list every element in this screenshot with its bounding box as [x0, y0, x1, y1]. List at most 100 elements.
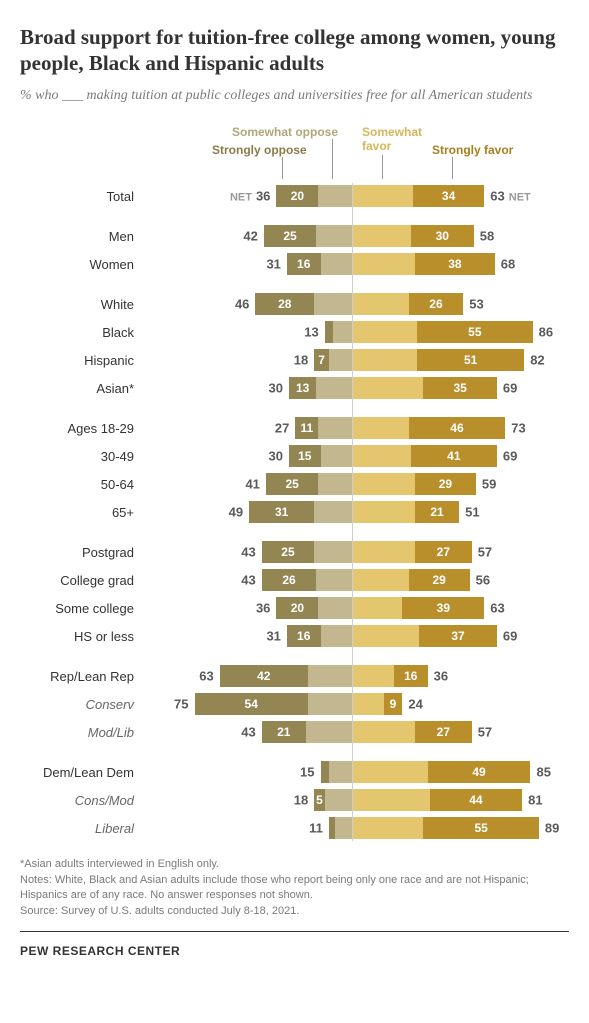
- net-oppose: 42: [243, 229, 257, 244]
- net-favor: 59: [482, 477, 496, 492]
- seg-somewhat-oppose: [318, 185, 352, 207]
- row-label: Postgrad: [20, 545, 142, 560]
- net-oppose: 43: [241, 725, 255, 740]
- seg-strongly-favor: 34: [413, 185, 484, 207]
- row-label: HS or less: [20, 629, 142, 644]
- chart-group: Dem/Lean Dem491585Cons/Mod5441881Liberal…: [20, 759, 569, 841]
- seg-strongly-oppose: [329, 817, 335, 839]
- row-label: 30-49: [20, 449, 142, 464]
- net-oppose: 31: [266, 257, 280, 272]
- seg-strongly-favor: 49: [428, 761, 531, 783]
- seg-somewhat-oppose: [308, 665, 352, 687]
- seg-somewhat-oppose: [325, 789, 352, 811]
- chart-subtitle: % who ___ making tuition at public colle…: [20, 87, 569, 106]
- legend-strongly-favor: Strongly favor: [432, 143, 513, 157]
- net-oppose: 41: [245, 477, 259, 492]
- chart-row: Rep/Lean Rep42166336: [20, 663, 569, 689]
- value-strongly-oppose: 11: [301, 421, 314, 435]
- net-favor: 82: [530, 353, 544, 368]
- net-favor: 57: [478, 725, 492, 740]
- seg-somewhat-oppose: [306, 721, 352, 743]
- seg-somewhat-favor: [352, 789, 430, 811]
- diverging-bar-chart: Total2034NET3663NETMen25304258Women16383…: [20, 183, 569, 841]
- net-favor: 36: [434, 669, 448, 684]
- row-label: Asian*: [20, 381, 142, 396]
- seg-strongly-oppose: 11: [295, 417, 318, 439]
- seg-somewhat-favor: [352, 349, 417, 371]
- chart-title: Broad support for tuition-free college a…: [20, 24, 569, 77]
- seg-strongly-oppose: 20: [276, 185, 318, 207]
- chart-row: Conserv5497524: [20, 691, 569, 717]
- seg-strongly-favor: 9: [384, 693, 403, 715]
- seg-strongly-favor: 46: [409, 417, 506, 439]
- chart-group: Total2034NET3663NET: [20, 183, 569, 209]
- value-strongly-favor: 55: [468, 325, 481, 339]
- seg-strongly-favor: 16: [394, 665, 428, 687]
- value-strongly-favor: 27: [437, 725, 450, 739]
- seg-somewhat-favor: [352, 541, 415, 563]
- seg-somewhat-oppose: [316, 377, 352, 399]
- net-oppose: 18: [294, 353, 308, 368]
- value-strongly-favor: 55: [474, 821, 487, 835]
- footer-brand: PEW RESEARCH CENTER: [20, 944, 569, 958]
- chart-row: Asian*13353069: [20, 375, 569, 401]
- seg-somewhat-favor: [352, 321, 417, 343]
- net-oppose: 75: [174, 697, 188, 712]
- net-oppose: 30: [269, 449, 283, 464]
- seg-strongly-oppose: 25: [266, 473, 319, 495]
- seg-strongly-favor: 39: [402, 597, 484, 619]
- seg-somewhat-oppose: [333, 321, 352, 343]
- value-strongly-favor: 27: [437, 545, 450, 559]
- row-label: Men: [20, 229, 142, 244]
- seg-somewhat-oppose: [318, 417, 352, 439]
- row-label: Mod/Lib: [20, 725, 142, 740]
- seg-strongly-favor: 21: [415, 501, 459, 523]
- value-strongly-favor: 44: [469, 793, 482, 807]
- chart-row: 50-6425294159: [20, 471, 569, 497]
- value-strongly-favor: 37: [451, 629, 464, 643]
- chart-row: College grad26294356: [20, 567, 569, 593]
- chart-row: 65+31214951: [20, 499, 569, 525]
- row-label: 50-64: [20, 477, 142, 492]
- legend: Somewhat opposeStrongly opposeSomewhatfa…: [20, 125, 569, 179]
- chart-group: Rep/Lean Rep42166336Conserv5497524Mod/Li…: [20, 663, 569, 745]
- seg-somewhat-oppose: [321, 445, 353, 467]
- chart-group: Men25304258Women16383168: [20, 223, 569, 277]
- seg-strongly-oppose: 54: [195, 693, 308, 715]
- value-strongly-oppose: 26: [282, 573, 295, 587]
- row-label: White: [20, 297, 142, 312]
- seg-somewhat-favor: [352, 569, 409, 591]
- seg-somewhat-oppose: [335, 817, 352, 839]
- seg-somewhat-oppose: [314, 501, 352, 523]
- chart-row: Black551386: [20, 319, 569, 345]
- seg-strongly-favor: 51: [417, 349, 524, 371]
- net-oppose: NET36: [226, 189, 270, 204]
- chart-row: 30-4915413069: [20, 443, 569, 469]
- row-label: Black: [20, 325, 142, 340]
- row-label: Liberal: [20, 821, 142, 836]
- value-strongly-oppose: 7: [318, 353, 325, 367]
- net-favor: 63: [490, 601, 504, 616]
- seg-strongly-oppose: 7: [314, 349, 329, 371]
- seg-somewhat-oppose: [314, 293, 352, 315]
- chart-row: Men25304258: [20, 223, 569, 249]
- seg-somewhat-favor: [352, 693, 384, 715]
- legend-somewhat-favor: Somewhatfavor: [362, 125, 422, 153]
- seg-somewhat-favor: [352, 225, 411, 247]
- value-strongly-oppose: 20: [291, 189, 304, 203]
- seg-strongly-oppose: 16: [287, 625, 321, 647]
- net-favor: 86: [539, 325, 553, 340]
- seg-strongly-favor: 55: [417, 321, 533, 343]
- net-favor: 56: [476, 573, 490, 588]
- value-strongly-oppose: 31: [275, 505, 288, 519]
- row-label: 65+: [20, 505, 142, 520]
- center-axis: [352, 183, 353, 841]
- row-label: Hispanic: [20, 353, 142, 368]
- value-strongly-favor: 21: [430, 505, 443, 519]
- value-strongly-favor: 46: [450, 421, 463, 435]
- seg-somewhat-favor: [352, 501, 415, 523]
- net-favor: 69: [503, 629, 517, 644]
- seg-strongly-oppose: 31: [249, 501, 314, 523]
- seg-somewhat-oppose: [314, 541, 352, 563]
- seg-strongly-oppose: 25: [264, 225, 317, 247]
